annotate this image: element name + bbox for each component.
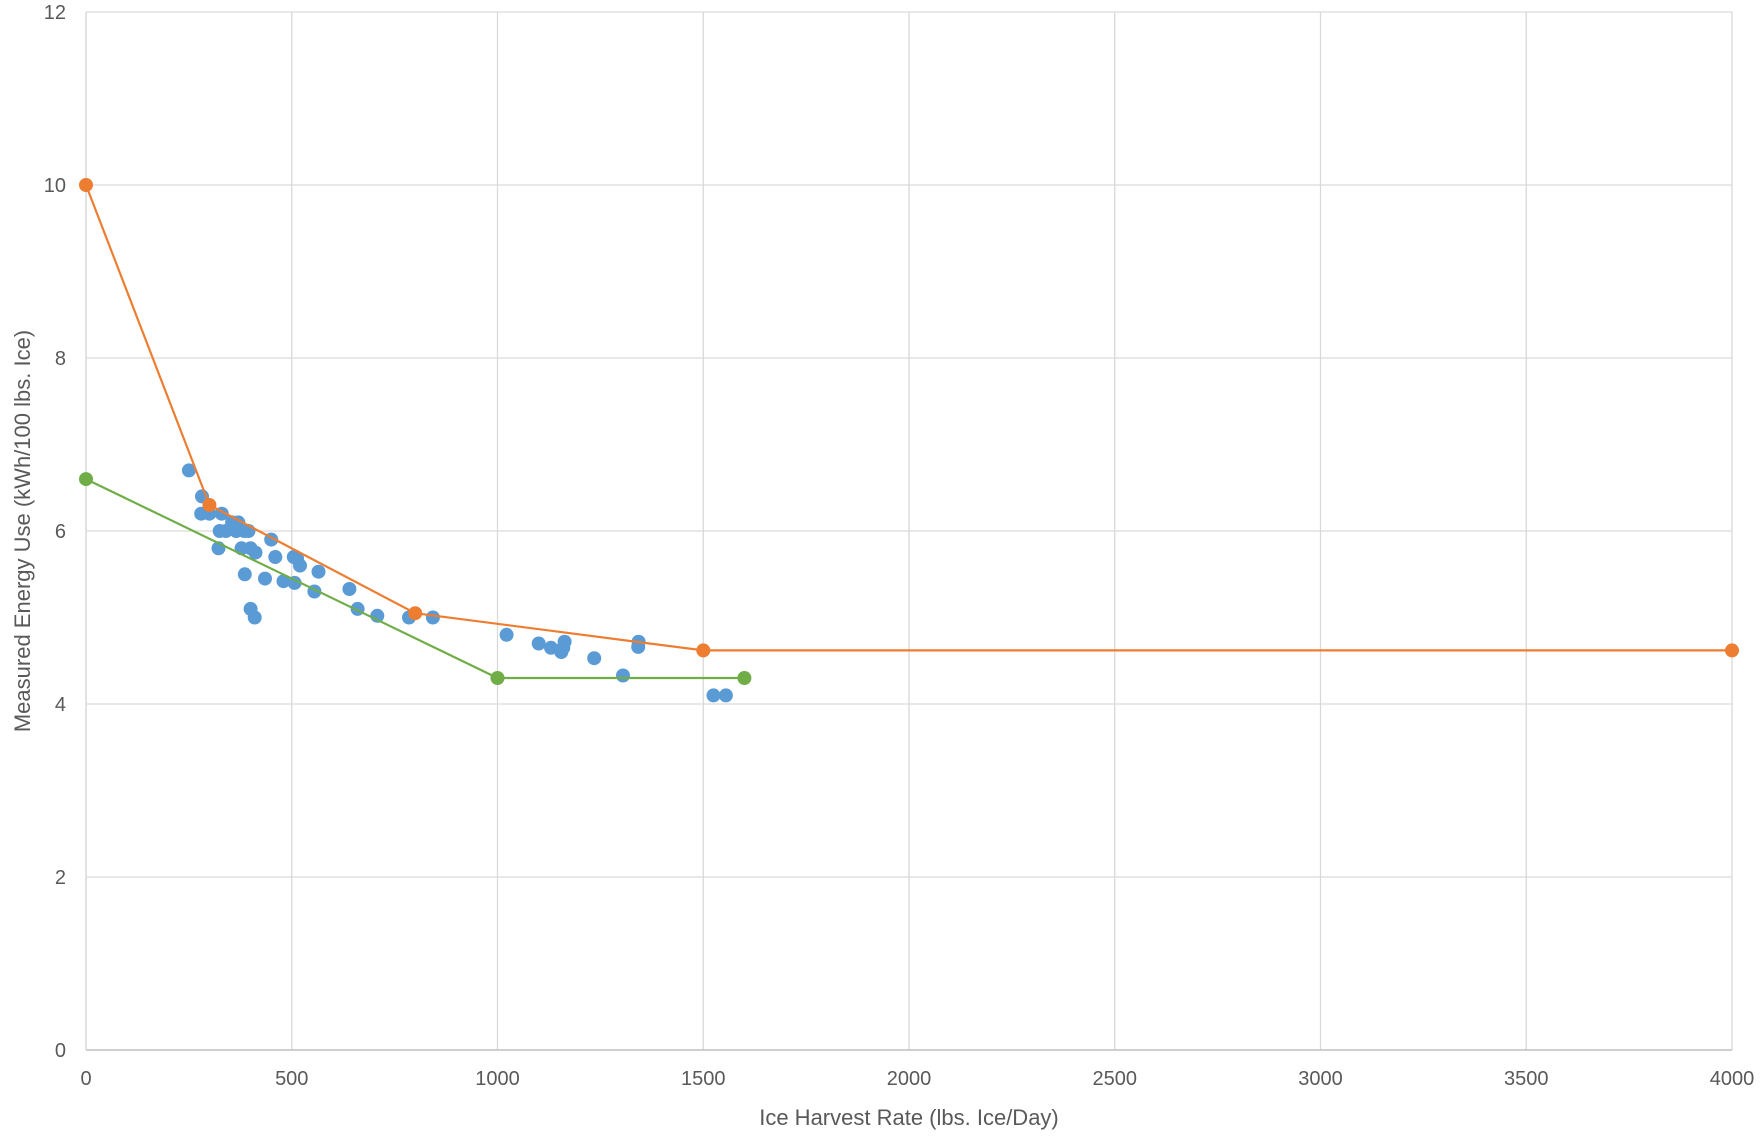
- x-axis-title: Ice Harvest Rate (lbs. Ice/Day): [759, 1105, 1059, 1130]
- data-point: [181, 463, 196, 478]
- x-tick-label: 1500: [681, 1068, 726, 1090]
- y-tick-label: 6: [55, 521, 66, 543]
- x-tick-label: 500: [275, 1068, 308, 1090]
- series-1: [79, 178, 1739, 658]
- data-point: [718, 688, 733, 703]
- data-point: [425, 610, 440, 625]
- y-tick-label: 10: [44, 175, 66, 197]
- data-point: [268, 550, 283, 564]
- gridlines: [86, 11, 1733, 1050]
- data-point: [490, 671, 505, 685]
- data-point: [531, 636, 546, 651]
- data-point: [276, 574, 291, 589]
- x-tick-label: 2500: [1093, 1068, 1138, 1090]
- series-0: [181, 463, 733, 703]
- data-point: [587, 651, 602, 666]
- y-tick-labels: 0 2 4 6 8 10 12: [44, 2, 66, 1062]
- y-tick-label: 8: [55, 348, 66, 370]
- data-point: [696, 643, 711, 658]
- x-tick-labels: 0 500 1000 1500 2000 2500 3000 3500 4000: [80, 1068, 1754, 1090]
- data-point: [311, 564, 326, 579]
- data-point: [79, 178, 93, 192]
- data-point: [79, 472, 93, 487]
- data-point: [499, 627, 514, 642]
- x-tick-label: 2000: [887, 1068, 932, 1090]
- data-point: [737, 671, 752, 685]
- data-point: [342, 582, 357, 596]
- data-point: [1725, 643, 1739, 658]
- x-tick-label: 3000: [1298, 1068, 1343, 1090]
- plot-area: [79, 178, 1739, 703]
- x-tick-label: 1000: [475, 1068, 520, 1090]
- data-point: [616, 668, 630, 683]
- y-tick-label: 2: [55, 867, 66, 889]
- data-point: [237, 567, 252, 582]
- data-point: [247, 610, 262, 625]
- data-point: [557, 634, 572, 649]
- y-tick-label: 4: [55, 694, 66, 716]
- data-point: [706, 688, 721, 703]
- x-tick-label: 3500: [1504, 1068, 1549, 1090]
- x-tick-label: 4000: [1710, 1068, 1755, 1090]
- y-tick-label: 12: [44, 2, 66, 24]
- data-point: [248, 545, 263, 560]
- series-2: [79, 472, 752, 685]
- data-point: [408, 606, 423, 621]
- y-axis-title: Measured Energy Use (kWh/100 lbs. Ice): [10, 330, 35, 732]
- data-point: [258, 571, 272, 586]
- data-point: [293, 558, 307, 573]
- series-line: [85, 478, 745, 680]
- data-point: [202, 498, 217, 512]
- y-tick-label: 0: [55, 1040, 66, 1062]
- x-tick-label: 0: [80, 1068, 91, 1090]
